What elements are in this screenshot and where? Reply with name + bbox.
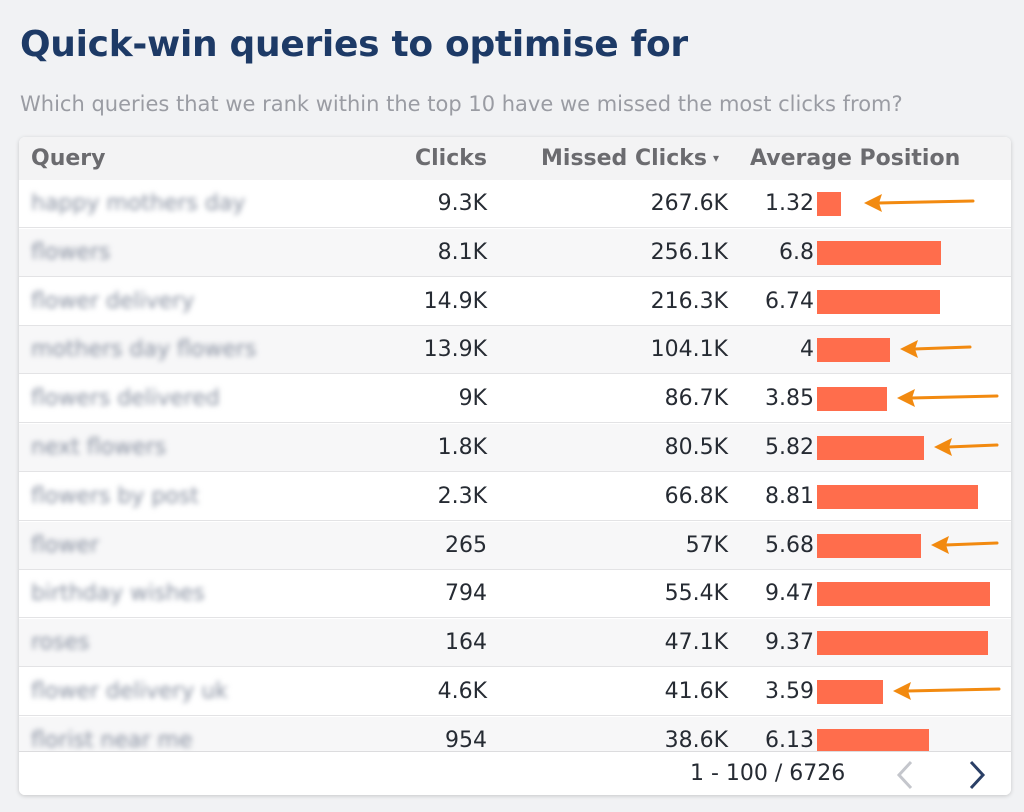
average-position-bar	[817, 338, 890, 363]
query-cell: flower delivery uk	[31, 679, 228, 704]
column-header-missed-clicks[interactable]: Missed Clicks ▾	[541, 146, 719, 171]
table-row[interactable]: flower 265 57K 5.68	[19, 521, 1011, 570]
table-row[interactable]: mothers day flowers 13.9K 104.1K 4	[19, 326, 1011, 375]
clicks-cell: 14.9K	[423, 288, 487, 314]
clicks-cell: 164	[445, 630, 487, 656]
query-cell: birthday wishes	[31, 581, 205, 607]
clicks-cell: 9K	[458, 386, 487, 412]
average-position-bar	[817, 631, 988, 656]
queries-table-card: Query Clicks Missed Clicks ▾ Average Posi…	[19, 137, 1011, 795]
table-row[interactable]: flower delivery 14.9K 216.3K 6.74	[19, 277, 1011, 326]
missed-clicks-cell: 55.4K	[664, 581, 728, 607]
average-position-bar	[817, 240, 941, 265]
average-position-cell: 6.13	[765, 727, 814, 751]
annotation-arrow-icon	[931, 535, 999, 554]
query-cell: flower	[31, 532, 99, 558]
table-header: Query Clicks Missed Clicks ▾ Average Posi…	[19, 137, 1011, 180]
page-title: Quick-win queries to optimise for	[20, 24, 688, 65]
annotation-arrow-icon	[864, 194, 975, 212]
missed-clicks-cell: 86.7K	[664, 386, 728, 412]
average-position-bar	[817, 582, 990, 607]
average-position-cell: 3.59	[765, 679, 814, 704]
missed-clicks-cell: 57K	[685, 532, 728, 558]
missed-clicks-cell: 41.6K	[664, 679, 728, 704]
average-position-bar	[817, 728, 929, 751]
page-subtitle: Which queries that we rank within the to…	[20, 92, 903, 116]
missed-clicks-cell: 104.1K	[650, 337, 728, 363]
average-position-cell: 3.85	[765, 386, 814, 412]
average-position-bar	[817, 192, 841, 216]
clicks-cell: 9.3K	[437, 191, 487, 216]
average-position-bar	[817, 533, 921, 558]
average-position-cell: 9.37	[765, 630, 814, 656]
average-position-bar	[817, 436, 924, 460]
annotation-arrow-icon	[897, 389, 999, 408]
chevron-right-icon[interactable]	[961, 758, 991, 792]
annotation-arrow-icon	[900, 340, 972, 359]
sort-descending-icon: ▾	[712, 151, 719, 165]
table-row[interactable]: flowers 8.1K 256.1K 6.8	[19, 228, 1011, 277]
annotation-arrow-icon	[893, 682, 1001, 700]
average-position-cell: 6.74	[765, 288, 814, 314]
annotation-arrow-icon	[934, 438, 999, 456]
table-row[interactable]: flowers by post 2.3K 66.8K 8.81	[19, 472, 1011, 521]
average-position-cell: 1.32	[765, 191, 814, 216]
query-cell: mothers day flowers	[31, 337, 257, 363]
table-row[interactable]: florist near me 954 38.6K 6.13	[19, 716, 1011, 751]
clicks-cell: 265	[445, 532, 487, 558]
average-position-cell: 8.81	[765, 483, 814, 509]
table-row[interactable]: roses 164 47.1K 9.37	[19, 619, 1011, 668]
query-cell: flowers	[31, 239, 111, 265]
table-footer: 1 - 100 / 6726	[19, 751, 1011, 795]
query-cell: roses	[31, 630, 90, 656]
missed-clicks-cell: 267.6K	[650, 191, 728, 216]
query-cell: next flowers	[31, 435, 167, 460]
missed-clicks-cell: 47.1K	[664, 630, 728, 656]
average-position-bar	[817, 387, 887, 412]
missed-clicks-cell: 216.3K	[650, 288, 728, 314]
table-row[interactable]: flower delivery uk 4.6K 41.6K 3.59	[19, 668, 1011, 716]
clicks-cell: 794	[445, 581, 487, 607]
table-row[interactable]: happy mothers day 9.3K 267.6K 1.32	[19, 180, 1011, 228]
query-cell: flowers delivered	[31, 386, 220, 412]
average-position-cell: 4	[800, 337, 814, 363]
query-cell: flowers by post	[31, 483, 199, 509]
query-cell: flower delivery	[31, 288, 195, 314]
table-row[interactable]: next flowers 1.8K 80.5K 5.82	[19, 424, 1011, 472]
average-position-cell: 5.82	[765, 435, 814, 460]
average-position-bar	[817, 289, 940, 314]
clicks-cell: 13.9K	[423, 337, 487, 363]
average-position-cell: 6.8	[779, 239, 814, 265]
missed-clicks-cell: 256.1K	[650, 239, 728, 265]
chevron-left-icon[interactable]	[891, 758, 921, 792]
query-cell: happy mothers day	[31, 191, 246, 216]
column-header-query[interactable]: Query	[31, 146, 106, 171]
average-position-cell: 9.47	[765, 581, 814, 607]
query-cell: florist near me	[31, 727, 193, 751]
average-position-bar	[817, 484, 978, 509]
column-header-missed-clicks-label: Missed Clicks	[541, 146, 707, 171]
column-header-average-position[interactable]: Average Position	[750, 146, 961, 171]
clicks-cell: 4.6K	[437, 679, 487, 704]
table-row[interactable]: birthday wishes 794 55.4K 9.47	[19, 570, 1011, 619]
table-row[interactable]: flowers delivered 9K 86.7K 3.85	[19, 375, 1011, 424]
clicks-cell: 954	[445, 727, 487, 751]
average-position-bar	[817, 680, 883, 704]
average-position-cell: 5.68	[765, 532, 814, 558]
column-header-clicks[interactable]: Clicks	[415, 146, 487, 171]
missed-clicks-cell: 80.5K	[664, 435, 728, 460]
clicks-cell: 8.1K	[437, 239, 487, 265]
pagination-label: 1 - 100 / 6726	[690, 761, 846, 786]
clicks-cell: 1.8K	[437, 435, 487, 460]
clicks-cell: 2.3K	[437, 483, 487, 509]
missed-clicks-cell: 38.6K	[664, 727, 728, 751]
missed-clicks-cell: 66.8K	[664, 483, 728, 509]
table-body: happy mothers day 9.3K 267.6K 1.32 flowers 8.…	[19, 180, 1011, 751]
